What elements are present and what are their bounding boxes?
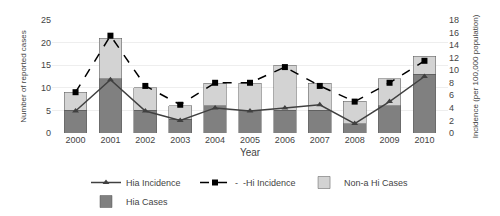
svg-text:- -Hi Incidence: - -Hi Incidence: [235, 178, 296, 188]
svg-text:Incidence (per 100,000 populat: Incidence (per 100,000 population): [471, 14, 480, 138]
svg-text:4: 4: [449, 103, 454, 113]
svg-text:2: 2: [449, 116, 454, 126]
svg-text:14: 14: [449, 40, 459, 50]
svg-text:25: 25: [41, 15, 51, 25]
svg-text:Number of reported cases: Number of reported cases: [19, 30, 28, 123]
svg-text:20: 20: [41, 38, 51, 48]
svg-text:16: 16: [449, 28, 459, 38]
svg-text:0: 0: [46, 128, 51, 138]
svg-text:2008: 2008: [345, 135, 365, 145]
svg-text:2002: 2002: [135, 135, 155, 145]
svg-text:18: 18: [449, 15, 459, 25]
svg-text:2001: 2001: [100, 135, 120, 145]
svg-text:2005: 2005: [240, 135, 260, 145]
svg-text:Non-a Hi Cases: Non-a Hi Cases: [344, 178, 408, 188]
svg-text:5: 5: [46, 106, 51, 116]
svg-text:Year: Year: [240, 147, 261, 158]
svg-text:0: 0: [449, 128, 454, 138]
svg-text:2010: 2010: [414, 135, 434, 145]
svg-text:2009: 2009: [380, 135, 400, 145]
svg-text:Hia Incidence: Hia Incidence: [126, 178, 181, 188]
svg-text:10: 10: [449, 65, 459, 75]
svg-text:2006: 2006: [275, 135, 295, 145]
svg-text:6: 6: [449, 90, 454, 100]
svg-text:Hia Cases: Hia Cases: [126, 197, 168, 207]
svg-text:8: 8: [449, 78, 454, 88]
svg-text:2007: 2007: [310, 135, 330, 145]
svg-text:2003: 2003: [170, 135, 190, 145]
svg-text:12: 12: [449, 53, 459, 63]
svg-text:2004: 2004: [205, 135, 225, 145]
svg-text:10: 10: [41, 83, 51, 93]
svg-text:15: 15: [41, 60, 51, 70]
svg-text:2000: 2000: [66, 135, 86, 145]
